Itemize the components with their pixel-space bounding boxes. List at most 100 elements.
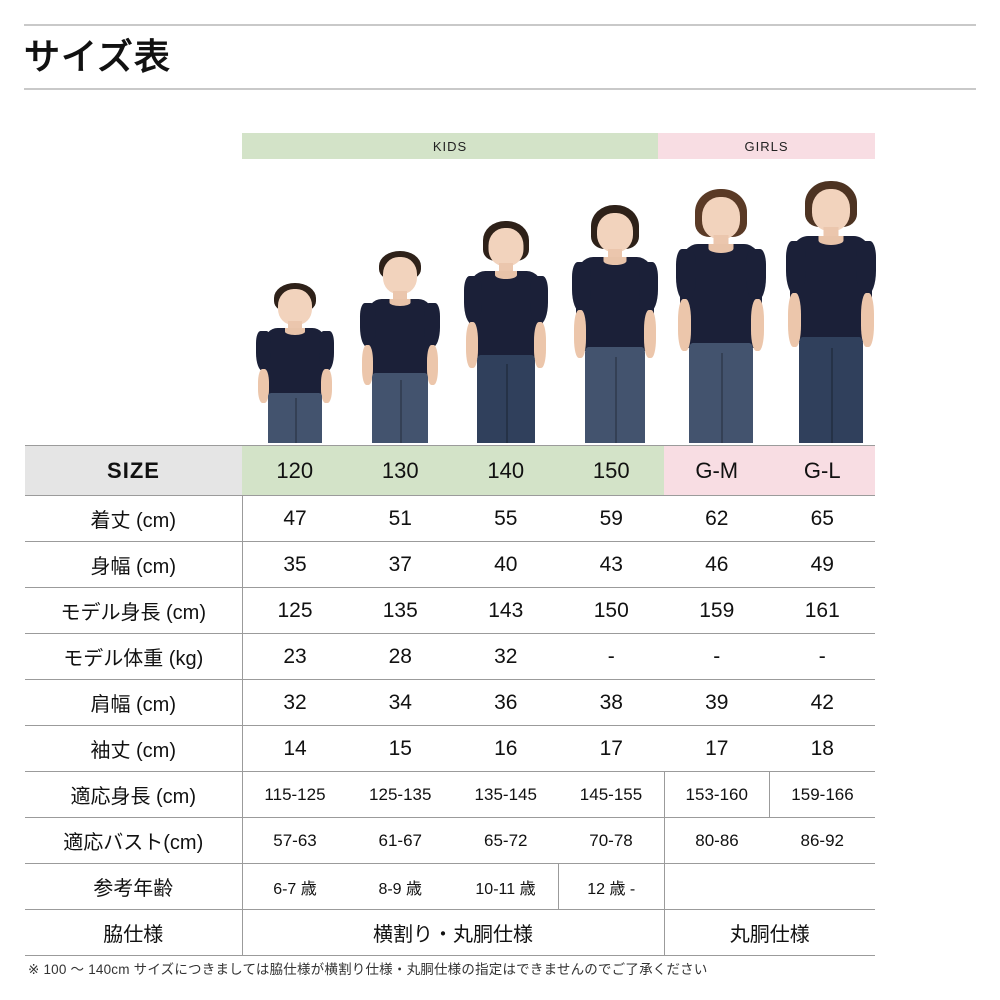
header-col-gm: G-M (664, 445, 770, 496)
cell-value: 17 (664, 725, 770, 772)
row-label: モデル身長 (cm) (25, 587, 243, 634)
model-photo-strip (242, 175, 876, 443)
cell-value: 17 (558, 725, 664, 772)
model-140 (464, 221, 548, 443)
cell-value: 34 (347, 679, 453, 726)
cell-value: 51 (347, 495, 453, 542)
spec-value-kids: 横割り・丸胴仕様 (242, 909, 664, 956)
cell-value: 86-92 (769, 817, 875, 864)
header-col-140: 140 (453, 445, 559, 496)
cell-value: 125-135 (347, 771, 453, 818)
row-label: 身幅 (cm) (25, 541, 243, 588)
table-row-fit-height: 適応身長 (cm) 115-125 125-135 135-145 145-15… (25, 771, 875, 818)
model-150 (572, 205, 658, 443)
table-row-fit-bust: 適応バスト(cm) 57-63 61-67 65-72 70-78 80-86 … (25, 817, 875, 864)
table-row-kitake: 着丈 (cm) 47 51 55 59 62 65 (25, 495, 875, 542)
category-band-girls-label: GIRLS (744, 138, 789, 154)
table-row-reference-age: 参考年齢 6-7 歳 8-9 歳 10-11 歳 12 歳 - (25, 863, 875, 910)
cell-value: 8-9 歳 (347, 863, 453, 910)
cell-value: 6-7 歳 (242, 863, 348, 910)
table-row-model-weight: モデル体重 (kg) 23 28 32 - - - (25, 633, 875, 680)
cell-value: 36 (453, 679, 559, 726)
cell-value: 135-145 (453, 771, 559, 818)
cell-value: 14 (242, 725, 348, 772)
cell-value: 59 (558, 495, 664, 542)
cell-value: 65 (769, 495, 875, 542)
category-band-kids: KIDS (242, 133, 658, 159)
model-gl (786, 181, 876, 443)
header-size-label: SIZE (25, 445, 242, 496)
cell-value: 40 (453, 541, 559, 588)
cell-value: 10-11 歳 (453, 863, 559, 910)
cell-value: 125 (242, 587, 348, 634)
table-header-row: SIZE 120 130 140 150 G-M G-L (25, 445, 875, 496)
cell-value: 12 歳 - (558, 863, 664, 910)
cell-value: 65-72 (453, 817, 559, 864)
table-row-sodetake: 袖丈 (cm) 14 15 16 17 17 18 (25, 725, 875, 772)
cell-value: 47 (242, 495, 348, 542)
category-band-kids-label: KIDS (432, 138, 468, 154)
cell-value: 23 (242, 633, 348, 680)
model-120 (256, 283, 334, 443)
row-label: 肩幅 (cm) (25, 679, 243, 726)
cell-value: 145-155 (558, 771, 664, 818)
cell-value: 153-160 (663, 771, 770, 818)
cell-value: 18 (769, 725, 875, 772)
cell-value: 39 (664, 679, 770, 726)
category-band-girls: GIRLS (658, 133, 875, 159)
cell-value: 35 (242, 541, 348, 588)
cell-value: 161 (769, 587, 875, 634)
cell-value: 150 (558, 587, 664, 634)
cell-value: 61-67 (347, 817, 453, 864)
footnote: ※ 100 ～ 140cm サイズにつきましては脇仕様が横割り仕様・丸胴仕様の指… (28, 962, 708, 977)
cell-value: 159-166 (769, 771, 875, 818)
header-col-150: 150 (558, 445, 664, 496)
cell-value: 28 (347, 633, 453, 680)
row-label: 袖丈 (cm) (25, 725, 243, 772)
header-col-120: 120 (242, 445, 348, 496)
cell-value: 57-63 (242, 817, 348, 864)
title-rule-top (24, 24, 976, 26)
row-label: モデル体重 (kg) (25, 633, 243, 680)
cell-value: 159 (664, 587, 770, 634)
table-row-model-height: モデル身長 (cm) 125 135 143 150 159 161 (25, 587, 875, 634)
cell-value: 16 (453, 725, 559, 772)
row-label: 参考年齢 (25, 863, 243, 910)
cell-value: 32 (242, 679, 348, 726)
cell-value: 135 (347, 587, 453, 634)
table-row-katahaba: 肩幅 (cm) 32 34 36 38 39 42 (25, 679, 875, 726)
cell-value: 80-86 (663, 817, 770, 864)
spec-value-girls: 丸胴仕様 (663, 909, 875, 956)
cell-value: 32 (453, 633, 559, 680)
table-row-mihaba: 身幅 (cm) 35 37 40 43 46 49 (25, 541, 875, 588)
cell-value: 62 (664, 495, 770, 542)
row-label: 着丈 (cm) (25, 495, 243, 542)
cell-value: 143 (453, 587, 559, 634)
header-col-130: 130 (347, 445, 453, 496)
model-130 (360, 251, 440, 443)
header-col-gl: G-L (769, 445, 875, 496)
cell-value: - (558, 633, 664, 680)
table-row-side-spec: 脇仕様 横割り・丸胴仕様 丸胴仕様 (25, 909, 875, 956)
row-label: 脇仕様 (25, 909, 243, 956)
cell-value: 55 (453, 495, 559, 542)
cell-value-empty (663, 863, 875, 910)
model-gm (676, 189, 766, 443)
page-title: サイズ表 (24, 36, 171, 77)
cell-value: - (769, 633, 875, 680)
cell-value: 38 (558, 679, 664, 726)
cell-value: 115-125 (242, 771, 348, 818)
cell-value: 46 (664, 541, 770, 588)
cell-value: 42 (769, 679, 875, 726)
cell-value: 70-78 (558, 817, 664, 864)
title-rule-bottom (24, 88, 976, 90)
row-label: 適応バスト(cm) (25, 817, 243, 864)
cell-value: 37 (347, 541, 453, 588)
size-table: SIZE 120 130 140 150 G-M G-L 着丈 (cm) 47 … (25, 445, 875, 956)
row-label: 適応身長 (cm) (25, 771, 243, 818)
cell-value: 15 (347, 725, 453, 772)
cell-value: 43 (558, 541, 664, 588)
cell-value: - (664, 633, 770, 680)
cell-value: 49 (769, 541, 875, 588)
